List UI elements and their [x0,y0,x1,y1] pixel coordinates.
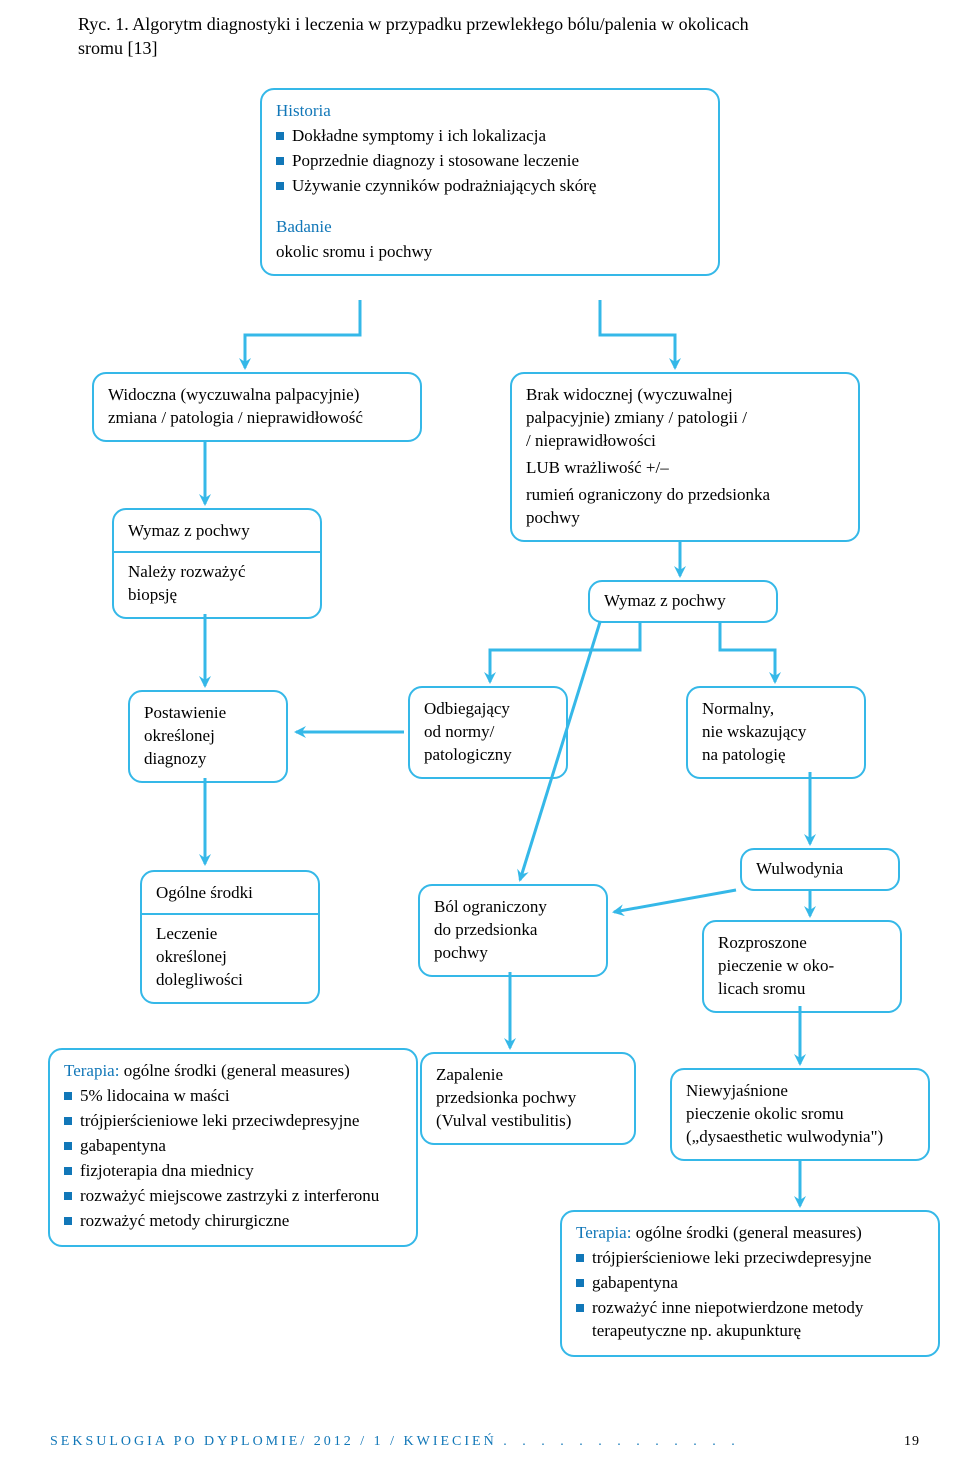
historia-item: Poprzednie diagnozy i stosowane leczenie [276,150,704,173]
box-terapia-left: Terapia: ogólne środki (general measures… [48,1048,418,1247]
footer-dots: . . . . . . . . . . . . . [503,1434,741,1449]
historia-item: Używanie czynników podrażniających skórę [276,175,704,198]
box-swab-left: Wymaz z pochwy Należy rozważyć biopsję [112,508,322,619]
box-abnormal: Odbiegający od normy/ patologiczny [408,686,568,779]
terapia-left-list: 5% lidocaina w maści trójpierścieniowe l… [64,1085,402,1233]
box-wulwodynia: Wulwodynia [740,848,900,891]
box-niewyjasnione: Niewyjaśnione pieczenie okolic sromu („d… [670,1068,930,1161]
terapia-right-list: trójpierścieniowe leki przeciwdepresyjne… [576,1247,924,1343]
box-vest-pain: Ból ograniczony do przedsionka pochwy [418,884,608,977]
footer-page: 19 [904,1434,920,1450]
box-terapia-right: Terapia: ogólne środki (general measures… [560,1210,940,1357]
figure-label: Ryc. 1. [78,14,129,34]
historia-list: Dokładne symptomy i ich lokalizacja Popr… [276,125,704,198]
box-rozproszone: Rozproszone pieczenie w oko- licach srom… [702,920,902,1013]
figure-caption: Ryc. 1. Algorytm diagnostyki i leczenia … [78,12,798,61]
box-visible-change: Widoczna (wyczuwalna palpacyjnie) zmiana… [92,372,422,442]
box-history: Historia Dokładne symptomy i ich lokaliz… [260,88,720,276]
box-zapalenie: Zapalenie przedsionka pochwy (Vulval ves… [420,1052,636,1145]
box-diagnosis: Postawienie określonej diagnozy [128,690,288,783]
box-normal: Normalny, nie wskazujący na patologię [686,686,866,779]
badanie-line: okolic sromu i pochwy [276,241,704,264]
box-no-change: Brak widocznej (wyczuwalnej palpacyjnie)… [510,372,860,542]
box-swab-right: Wymaz z pochwy [588,580,778,623]
historia-title: Historia [276,100,704,123]
box-general: Ogólne środki Leczenie określonej dolegl… [140,870,320,1004]
footer-text: SEKSULOGIA PO DYPLOMIE/ 2012 / 1 / KWIEC… [50,1434,497,1449]
figure-caption-text: Algorytm diagnostyki i leczenia w przypa… [78,14,749,58]
badanie-title: Badanie [276,216,704,239]
page-footer: SEKSULOGIA PO DYPLOMIE/ 2012 / 1 / KWIEC… [0,1434,960,1450]
historia-item: Dokładne symptomy i ich lokalizacja [276,125,704,148]
